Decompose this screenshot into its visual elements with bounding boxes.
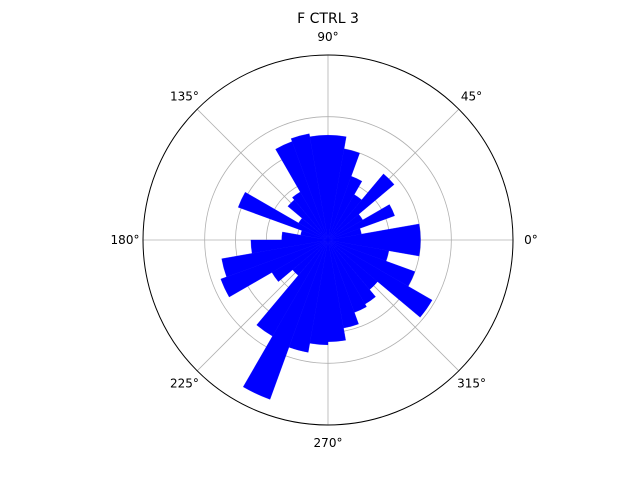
bar-25deg (327, 204, 395, 241)
angle-tick-label-270: 270° (314, 436, 343, 450)
chart-title: F CTRL 3 (297, 11, 359, 27)
bar-285deg (327, 239, 359, 329)
bar-295deg (327, 239, 367, 313)
angle-tick-label-180: 180° (111, 233, 140, 247)
bar-105deg (290, 133, 329, 241)
bar-245deg (243, 239, 329, 400)
bar-355deg (327, 239, 421, 257)
bar-45deg (327, 173, 395, 241)
angle-tick-label-225: 225° (170, 377, 199, 391)
bar-305deg (327, 239, 376, 305)
bar-135deg (287, 199, 329, 241)
angle-tick-labels: 0° 45° 90° 135° 180° 225° 270° 315° (111, 30, 538, 450)
polar-frame (142, 54, 514, 426)
angle-tick-label-90: 90° (317, 30, 338, 44)
angle-tick-label-315: 315° (457, 377, 486, 391)
angle-tick-label-45: 45° (461, 89, 482, 103)
bar-265deg (309, 239, 329, 345)
bar-325deg (327, 239, 433, 318)
polar-outer-frame (142, 54, 514, 426)
angle-tick-label-135: 135° (170, 89, 199, 103)
angle-tick-label-0: 0° (524, 233, 538, 247)
bar-335deg (327, 239, 416, 287)
bar-255deg (288, 239, 329, 353)
bar-205deg (220, 239, 329, 298)
bars-group (220, 133, 433, 400)
bar-115deg (275, 141, 329, 241)
bar-155deg (237, 192, 329, 241)
bar-125deg (292, 191, 329, 241)
bar-215deg (271, 239, 329, 282)
